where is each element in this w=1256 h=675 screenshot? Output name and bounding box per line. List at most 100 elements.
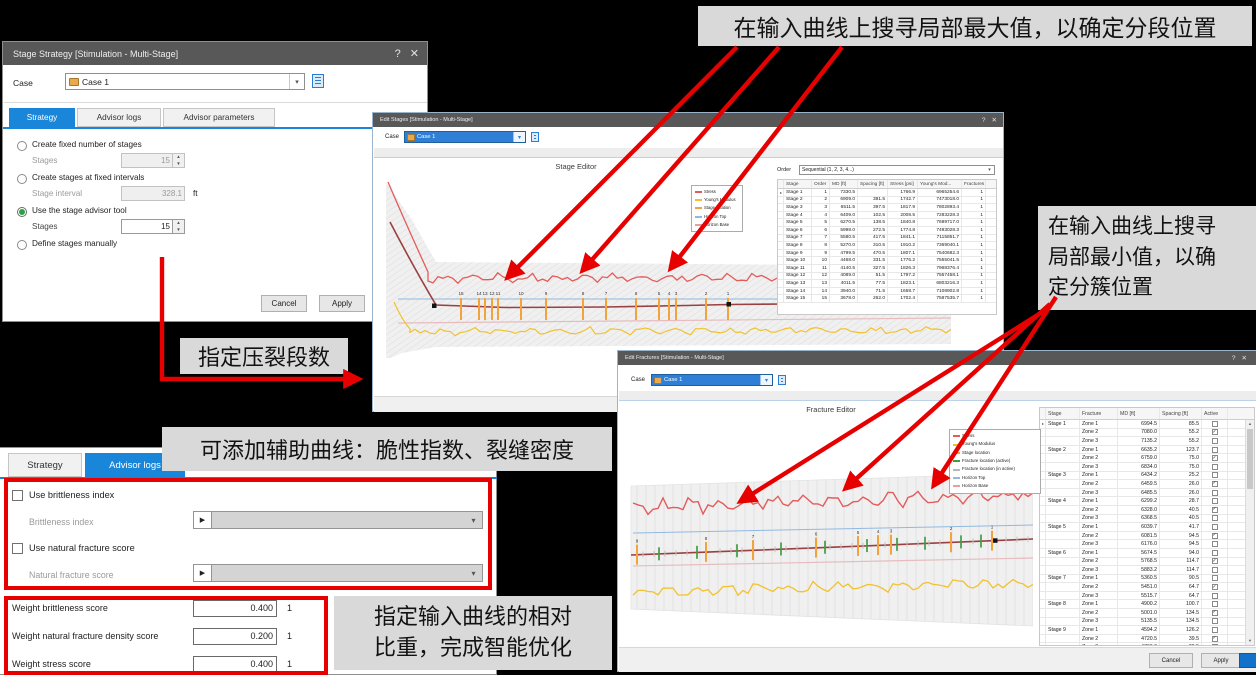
- active-checkbox[interactable]: ✓: [1211, 532, 1218, 539]
- active-checkbox[interactable]: [1211, 601, 1218, 608]
- table-row[interactable]: Stage 4 4 6409.0 102.5 2008.5 7283228.3 1: [778, 211, 996, 220]
- play-icon[interactable]: ▶: [194, 512, 212, 528]
- table-row[interactable]: Zone 2 4720.5 39.5 ✓: [1040, 634, 1254, 644]
- apply-button[interactable]: Apply: [1201, 653, 1241, 668]
- table-row[interactable]: Stage 4 Zone 1 6299.2 28.7: [1040, 497, 1254, 506]
- table-row[interactable]: Stage 9 Zone 1 4594.2 126.2: [1040, 626, 1254, 635]
- brittleness-combobox[interactable]: ▶ ▾: [193, 511, 483, 529]
- table-row[interactable]: Stage 13 13 4011.5 77.5 1823.1 6803216.3 1: [778, 280, 996, 288]
- table-row[interactable]: Stage 5 Zone 1 6039.7 41.7: [1040, 523, 1254, 532]
- active-checkbox[interactable]: ✓: [1211, 454, 1218, 462]
- table-row[interactable]: Zone 3 5515.7 64.7: [1040, 591, 1254, 601]
- nfs-combobox[interactable]: ▶ ▾: [193, 564, 483, 582]
- table-row[interactable]: Stage 14 14 3940.0 71.5 1658.7 7108902.8 1: [778, 287, 996, 296]
- active-checkbox[interactable]: [1211, 498, 1218, 505]
- table-row[interactable]: Stage 8 Zone 1 4900.2 100.7: [1040, 600, 1254, 610]
- table-row[interactable]: ▸ Stage 1 Zone 1 6994.5 85.5: [1040, 420, 1254, 429]
- report-icon[interactable]: [531, 132, 539, 142]
- table-row[interactable]: Stage 2 2 6909.0 381.5 1742.7 7473018.0 1: [778, 196, 996, 205]
- active-checkbox[interactable]: ✓: [1211, 428, 1218, 436]
- column-header[interactable]: MD [ft]: [1118, 408, 1160, 419]
- active-checkbox[interactable]: ✓: [1211, 506, 1218, 513]
- active-checkbox[interactable]: [1211, 472, 1218, 479]
- table-row[interactable]: Zone 3 5883.2 114.7: [1040, 566, 1254, 575]
- active-checkbox[interactable]: [1211, 523, 1218, 530]
- table-row[interactable]: Stage 2 Zone 1 6635.2 123.7: [1040, 445, 1254, 455]
- column-header[interactable]: Active: [1202, 408, 1228, 419]
- table-row[interactable]: Zone 2 6759.0 75.0 ✓: [1040, 454, 1254, 463]
- play-icon[interactable]: ▶: [194, 565, 212, 581]
- help-icon[interactable]: ?: [1231, 354, 1236, 362]
- cancel-button[interactable]: Cancel: [1149, 653, 1193, 668]
- table-row[interactable]: Zone 2 6459.5 26.0 ✓: [1040, 480, 1254, 489]
- active-checkbox[interactable]: ✓: [1211, 583, 1218, 591]
- active-checkbox[interactable]: [1211, 437, 1218, 444]
- column-header[interactable]: Stage: [1046, 408, 1080, 419]
- table-row[interactable]: Zone 3 6368.5 40.5: [1040, 514, 1254, 524]
- active-checkbox[interactable]: [1211, 489, 1218, 496]
- radio-stage-advisor[interactable]: [17, 207, 27, 217]
- table-row[interactable]: Zone 2 6081.5 94.5 ✓: [1040, 531, 1254, 541]
- case-combobox[interactable]: Case 1 ▾: [65, 73, 305, 90]
- column-header[interactable]: Young's Mod...: [918, 180, 962, 188]
- case-combobox[interactable]: Case 1 ▾: [404, 131, 526, 143]
- weight-input[interactable]: 0.400: [193, 599, 277, 617]
- table-row[interactable]: Zone 2 5001.0 134.5 ✓: [1040, 609, 1254, 618]
- chevron-down-icon[interactable]: ▾: [471, 568, 476, 578]
- advisor-stages-spinner[interactable]: 15 ▲ ▼: [121, 219, 185, 234]
- active-checkbox[interactable]: [1211, 618, 1218, 625]
- table-row[interactable]: Stage 11 11 4140.5 327.5 1826.3 7968376.4 1: [778, 264, 996, 273]
- table-row[interactable]: Zone 2 7080.0 55.2 ✓: [1040, 428, 1254, 438]
- table-row[interactable]: Stage 6 Zone 1 5674.5 94.0: [1040, 548, 1254, 558]
- help-icon[interactable]: ?: [981, 116, 986, 124]
- apply-button[interactable]: Apply: [319, 295, 365, 312]
- scrollbar[interactable]: ▲ ▼: [1245, 420, 1254, 645]
- table-row[interactable]: Zone 2 5768.5 114.7 ✓: [1040, 557, 1254, 567]
- tab-advisor-parameters[interactable]: Advisor parameters: [163, 108, 275, 127]
- column-header[interactable]: Stress [psi]: [888, 180, 918, 188]
- active-checkbox[interactable]: [1211, 541, 1218, 548]
- tab-advisor-logs[interactable]: Advisor logs: [77, 108, 161, 127]
- table-row[interactable]: Stage 7 7 5580.5 417.5 1841.1 7115851.7 1: [778, 234, 996, 243]
- stages-table[interactable]: Stage Order MD [ft] Spacing [ft] Stress [psi…: [777, 179, 997, 315]
- active-checkbox[interactable]: [1211, 515, 1218, 522]
- active-checkbox[interactable]: ✓: [1211, 609, 1218, 616]
- table-row[interactable]: Stage 7 Zone 1 5360.5 90.5: [1040, 574, 1254, 584]
- order-combobox[interactable]: Sequential (1, 2, 3, 4...) ▾: [799, 165, 995, 175]
- table-row[interactable]: Stage 9 9 4799.5 470.5 1807.1 7540682.3 1: [778, 249, 996, 258]
- cancel-button[interactable]: Cancel: [261, 295, 307, 312]
- column-header[interactable]: Stage: [784, 180, 812, 188]
- table-row[interactable]: Zone 3 6176.0 94.5: [1040, 540, 1254, 549]
- table-row[interactable]: Stage 10 10 4468.0 331.5 1776.2 7555041.5 1: [778, 257, 996, 265]
- active-checkbox[interactable]: [1211, 420, 1218, 427]
- active-checkbox[interactable]: [1211, 463, 1218, 470]
- tab-strategy[interactable]: Strategy: [9, 108, 75, 127]
- column-header[interactable]: MD [ft]: [830, 180, 858, 188]
- active-checkbox[interactable]: ✓: [1211, 635, 1218, 642]
- report-icon[interactable]: [312, 74, 324, 88]
- table-row[interactable]: Zone 3 6485.5 26.0: [1040, 488, 1254, 498]
- table-row[interactable]: Zone 3 5135.5 134.5: [1040, 617, 1254, 627]
- table-row[interactable]: Zone 2 5451.0 64.7 ✓: [1040, 583, 1254, 592]
- table-row[interactable]: Stage 5 5 6270.5 138.5 1840.8 7699717.0 1: [778, 219, 996, 227]
- chevron-down-icon[interactable]: ▾: [513, 132, 525, 142]
- table-row[interactable]: Stage 6 6 5998.0 272.5 1774.8 7493028.3 1: [778, 226, 996, 235]
- column-header[interactable]: Spacing [ft]: [1160, 408, 1202, 419]
- table-row[interactable]: Stage 12 12 4089.0 51.5 1797.2 7557458.1 1: [778, 272, 996, 281]
- close-icon[interactable]: ✕: [991, 117, 997, 124]
- fractures-table[interactable]: Stage Fracture MD [ft] Spacing [ft] Active ▸ S…: [1039, 407, 1255, 646]
- table-row[interactable]: Zone 2 6328.0 40.5 ✓: [1040, 505, 1254, 515]
- active-checkbox[interactable]: [1211, 644, 1218, 645]
- table-row[interactable]: Stage 3 3 6511.5 397.5 1817.9 7802893.4 1: [778, 204, 996, 212]
- table-row[interactable]: Zone 34760.039.5: [1040, 643, 1254, 645]
- radio-fixed-intervals[interactable]: [17, 174, 27, 184]
- chevron-down-icon[interactable]: ▾: [988, 167, 991, 173]
- table-row[interactable]: Stage 8 8 5270.0 310.5 1910.2 7369040.1 1: [778, 242, 996, 250]
- ok-button[interactable]: OK: [1239, 653, 1256, 668]
- table-row[interactable]: Zone 3 7135.2 55.2: [1040, 437, 1254, 446]
- chevron-down-icon[interactable]: ▾: [289, 74, 304, 89]
- tab-strategy[interactable]: Strategy: [8, 453, 82, 477]
- chevron-down-icon[interactable]: ▾: [760, 375, 772, 385]
- active-checkbox[interactable]: ✓: [1211, 480, 1218, 487]
- active-checkbox[interactable]: [1211, 627, 1218, 634]
